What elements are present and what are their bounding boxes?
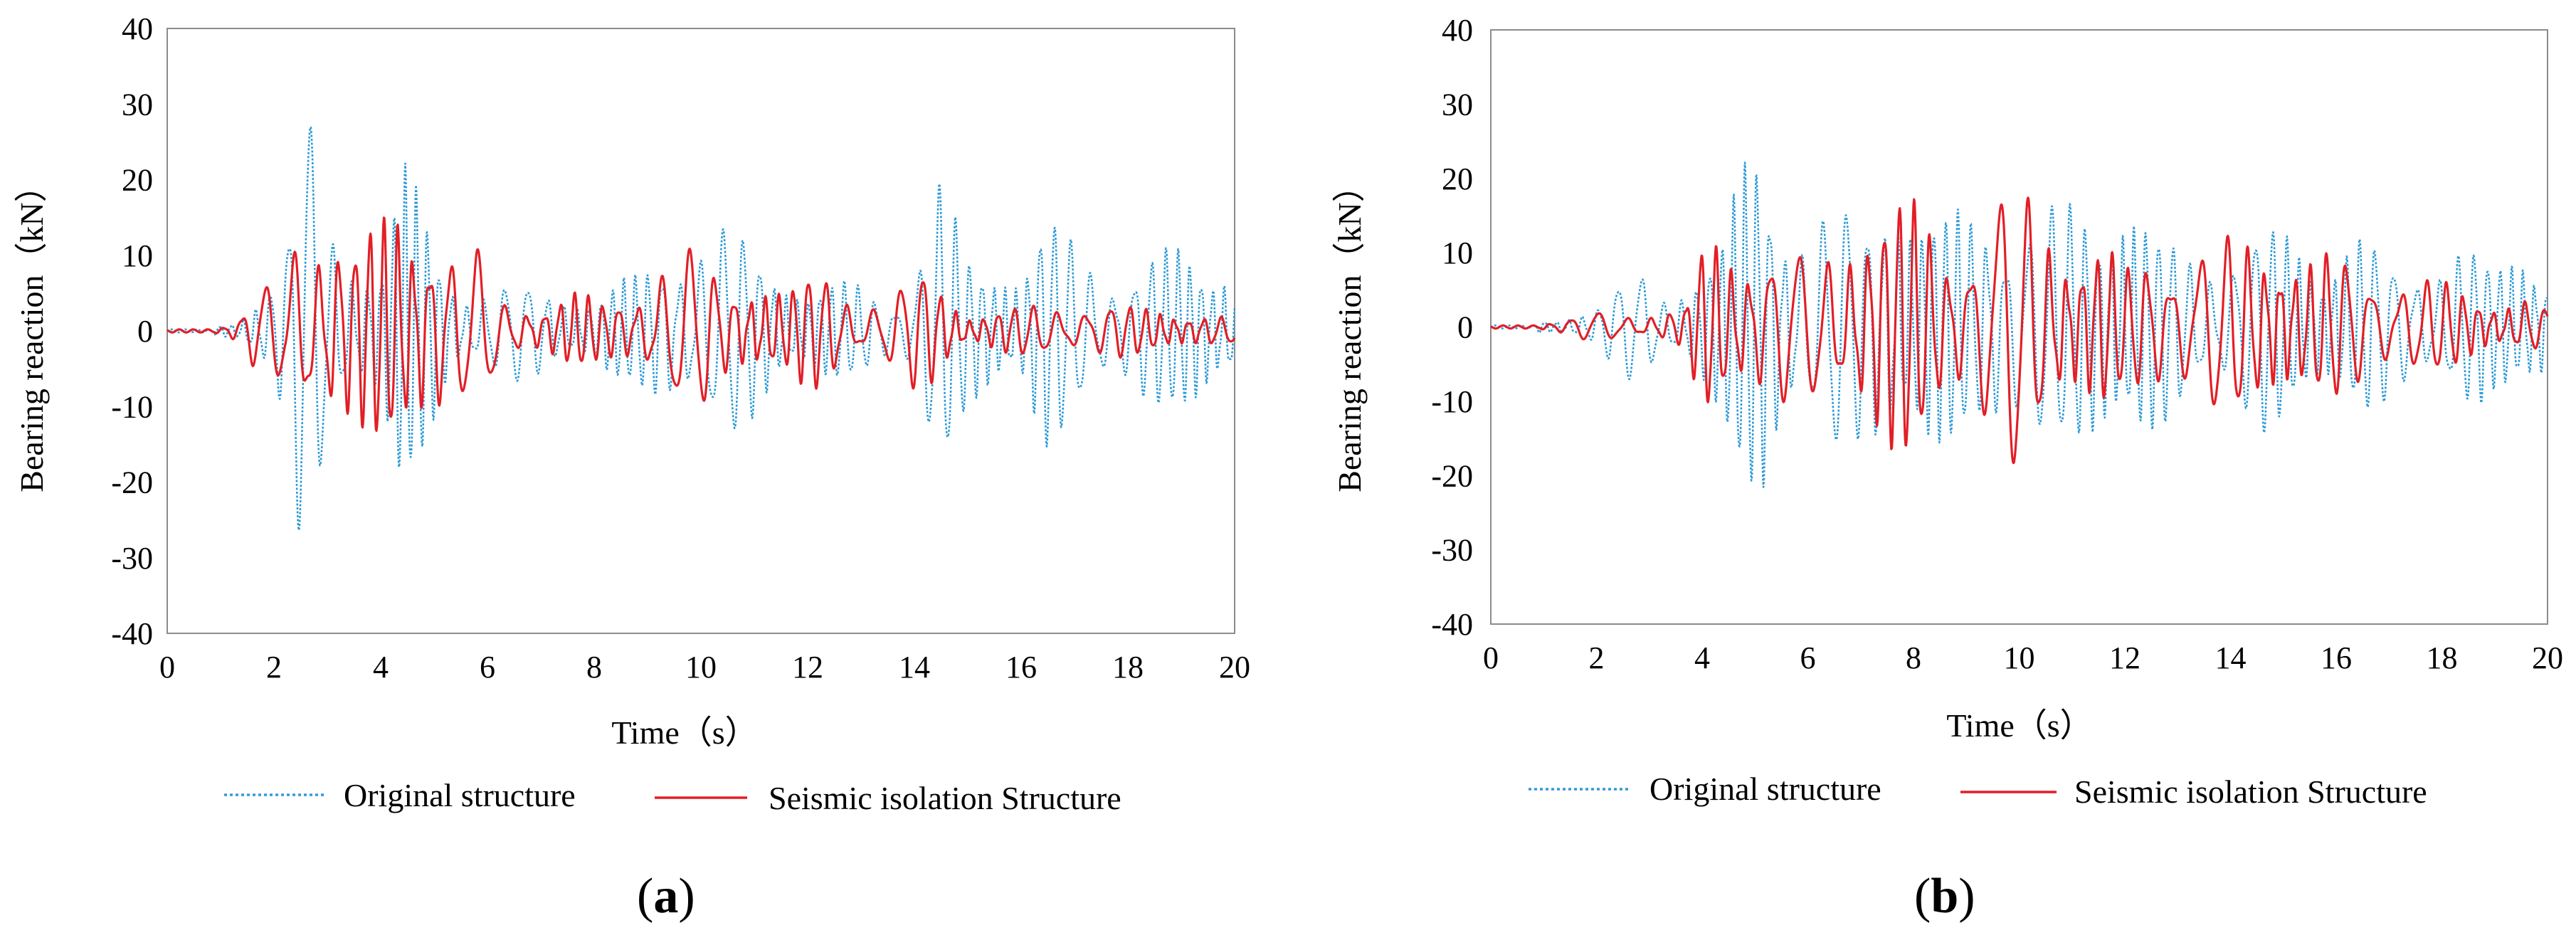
legend-label-isolation: Seismic isolation Structure [2074,774,2427,810]
x-tick-label: 8 [586,650,602,685]
x-tick-label: 10 [2004,640,2035,675]
legend: Original structure Seismic isolation Str… [1529,771,2427,810]
series-layer [1490,162,2549,488]
x-tick-label: 0 [1483,640,1499,675]
y-tick-label: 10 [1442,236,1473,270]
x-tick-label: 10 [685,650,717,685]
x-tick-label: 2 [1589,640,1605,675]
y-tick-label: 40 [122,11,153,46]
x-tick-label: 6 [480,650,495,685]
x-tick-label: 14 [2215,640,2247,675]
x-tick-label: 4 [1694,640,1710,675]
y-tick-label: -20 [1431,458,1473,493]
y-tick-label: -30 [111,541,153,576]
x-tick-label: 2 [266,650,282,685]
x-tick-label: 0 [159,650,175,685]
y-axis-ticks: 40 30 20 10 0 -10 -20 -30 -40 [111,11,153,651]
y-tick-label: -10 [111,389,153,424]
x-tick-label: 6 [1800,640,1816,675]
y-tick-label: 40 [1442,13,1473,48]
x-tick-label: 20 [1219,650,1250,685]
y-tick-label: 30 [1442,87,1473,122]
y-tick-label: 30 [122,87,153,122]
x-axis-label: Time（s） [1946,707,2092,744]
series-line-seismic-isolation [167,216,1236,433]
y-tick-label: -40 [111,616,153,651]
panel-label: (a) [637,869,695,924]
y-tick-label: -40 [1431,607,1473,642]
y-tick-label: 10 [122,238,153,273]
y-tick-label: 0 [1457,310,1473,345]
y-axis-label: Bearing reaction（kN） [14,169,50,492]
x-axis-ticks: 0 2 4 6 8 10 12 14 16 18 20 [159,650,1250,685]
x-tick-label: 12 [2109,640,2140,675]
y-tick-label: 0 [137,314,153,349]
series-layer [167,126,1236,532]
x-tick-label: 4 [373,650,389,685]
y-tick-label: -30 [1431,533,1473,568]
y-tick-label: 20 [1442,162,1473,196]
x-tick-label: 18 [2427,640,2458,675]
x-axis-ticks: 0 2 4 6 8 10 12 14 16 18 20 [1483,640,2563,675]
y-axis-label: Bearing reaction（kN） [1331,169,1368,492]
y-tick-label: -20 [111,465,153,500]
x-tick-label: 14 [899,650,930,685]
y-tick-label: -10 [1431,384,1473,419]
series-line-original-structure [1490,162,2548,488]
x-tick-label: 20 [2532,640,2563,675]
legend-label-original: Original structure [344,777,576,813]
series-line-original-structure [167,126,1236,532]
x-axis-label: Time（s） [611,714,757,751]
x-tick-label: 18 [1112,650,1144,685]
y-axis-ticks: 40 30 20 10 0 -10 -20 -30 -40 [1431,13,1473,642]
legend: Original structure Seismic isolation Str… [224,777,1121,816]
legend-label-isolation: Seismic isolation Structure [769,780,1121,816]
legend-label-original: Original structure [1649,771,1881,807]
x-tick-label: 8 [1906,640,1921,675]
x-tick-label: 16 [1005,650,1037,685]
x-tick-label: 16 [2321,640,2352,675]
series-line-seismic-isolation [1490,196,2549,465]
x-tick-label: 12 [792,650,823,685]
panel-label: (b) [1914,869,1975,924]
plot-area-frame [1490,29,2548,625]
y-tick-label: 20 [122,163,153,198]
